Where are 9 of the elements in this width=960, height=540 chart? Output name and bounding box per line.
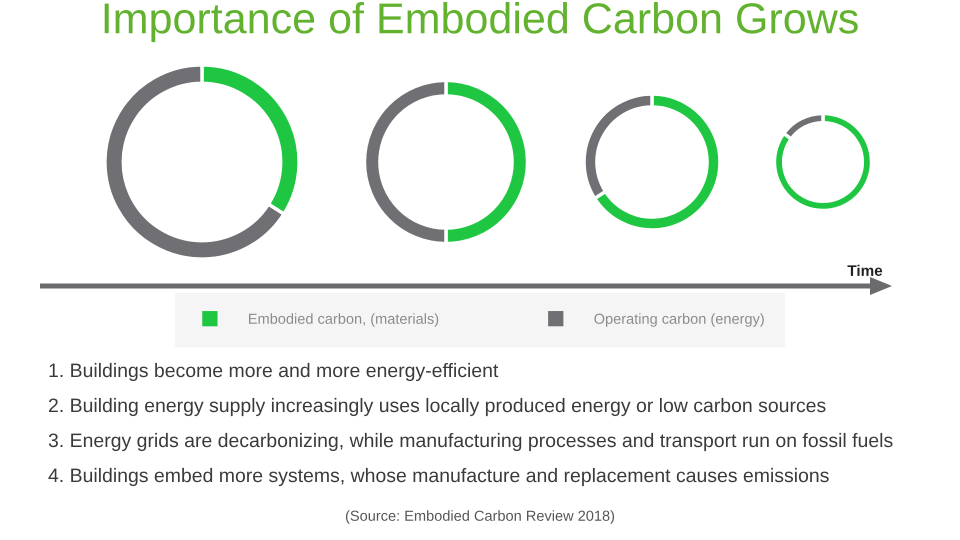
text: 1. Buildings become more and more energy-efficient — [49, 362, 498, 382]
legend-label: Operating carbon (energy) — [594, 313, 764, 327]
text: (Source: Embodied Carbon Review 2018) — [346, 510, 614, 524]
legend-label: Embodied carbon, (materials) — [249, 313, 438, 327]
chart-title: Importance of Embodied Carbon Grows — [104, 2, 858, 42]
text: Time — [847, 264, 882, 276]
text: 2. Building energy supply increasingly uses locally produced energy or low carbon sources — [48, 398, 826, 416]
text: 4. Buildings embed more systems, whose manufacture and replacement causes emissions — [48, 468, 829, 486]
text: 3. Energy grids are decarbonizing, while manufacturing processes and transport run on fossil fuels — [48, 432, 893, 452]
